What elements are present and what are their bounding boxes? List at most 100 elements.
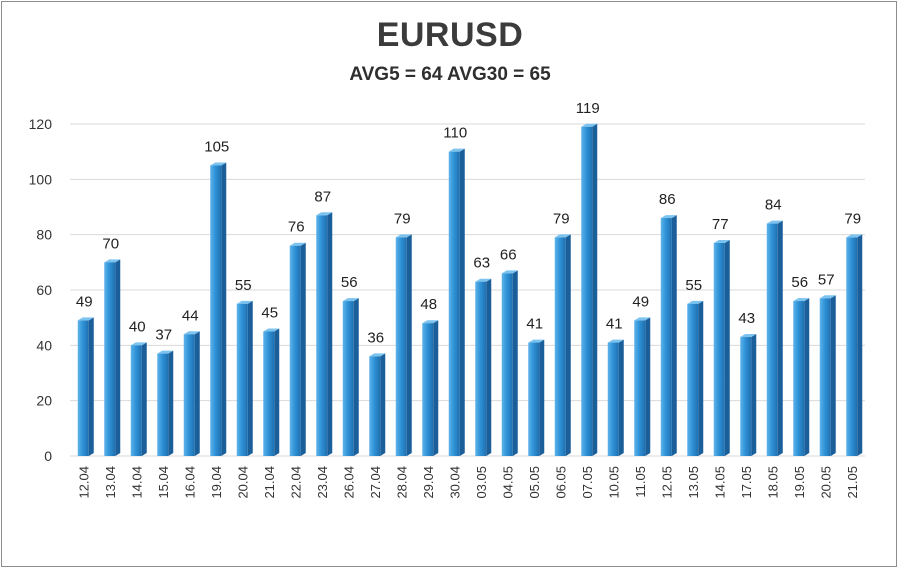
x-tick-label: 28.04 (394, 466, 409, 499)
data-label: 84 (765, 197, 782, 214)
bar (157, 350, 174, 456)
x-tick-label: 11.05 (633, 466, 648, 498)
x-tick-label: 13.05 (686, 466, 701, 499)
data-label: 66 (500, 246, 517, 263)
data-label: 40 (129, 318, 146, 335)
bar (316, 212, 333, 456)
bar (342, 298, 359, 456)
data-label: 86 (659, 191, 676, 208)
x-tick-label: 16.04 (182, 466, 197, 499)
chart-subtitle: AVG5 = 64 AVG30 = 65 (349, 64, 551, 85)
y-tick-label: 20 (36, 393, 52, 409)
data-label: 87 (314, 188, 331, 205)
x-tick-label: 20.05 (818, 466, 833, 499)
x-axis-ticks: 12.04 13.04 14.04 15.04 16.04 19.04 20.04 21.04… (76, 466, 860, 499)
bar (501, 270, 518, 456)
data-label: 49 (76, 293, 93, 310)
x-tick-label: 26.04 (341, 466, 356, 499)
bar (369, 353, 386, 456)
chart-title: EURUSD (376, 16, 524, 54)
data-label: 45 (261, 305, 278, 322)
data-label: 36 (367, 329, 384, 346)
bar (554, 234, 571, 456)
bar (130, 342, 147, 456)
x-tick-label: 12.05 (659, 466, 674, 499)
bar (819, 295, 836, 456)
data-labels: 49 70 40 37 44 105 55 45 76 87 56 36 79 48 110 63 66 41 79… (76, 100, 861, 347)
x-tick-label: 20.04 (235, 466, 250, 499)
x-tick-label: 12.04 (76, 466, 91, 499)
gridlines (70, 123, 865, 457)
y-tick-label: 120 (29, 116, 53, 132)
data-label: 70 (102, 235, 119, 252)
data-label: 79 (844, 210, 861, 227)
bar (104, 259, 121, 456)
bar (607, 339, 624, 456)
data-label: 77 (712, 216, 729, 233)
bar (77, 317, 94, 456)
x-tick-label: 04.05 (500, 466, 515, 499)
data-label: 55 (685, 277, 702, 294)
bar (289, 242, 306, 456)
data-label: 44 (182, 307, 199, 324)
bar (475, 278, 492, 456)
data-label: 48 (420, 296, 437, 313)
bars (77, 123, 863, 457)
bar (183, 331, 200, 456)
x-tick-label: 06.05 (553, 466, 568, 499)
x-tick-label: 10.05 (606, 466, 621, 499)
x-tick-label: 22.04 (288, 466, 303, 499)
data-label: 56 (791, 274, 808, 291)
y-tick-label: 80 (36, 227, 52, 243)
x-tick-label: 17.05 (739, 466, 754, 499)
data-label: 76 (288, 219, 305, 236)
data-label: 105 (204, 139, 229, 156)
x-tick-label: 14.04 (129, 466, 144, 499)
bar (634, 317, 651, 456)
x-tick-label: 21.05 (845, 466, 860, 499)
y-tick-label: 100 (29, 171, 53, 187)
x-tick-label: 07.05 (580, 466, 595, 499)
x-tick-label: 18.05 (765, 466, 780, 499)
data-label: 49 (632, 293, 649, 310)
data-label: 41 (606, 316, 623, 333)
bar (687, 300, 704, 456)
bar (740, 334, 757, 456)
bar (581, 123, 598, 457)
data-label: 41 (526, 316, 543, 333)
x-tick-label: 21.04 (262, 466, 277, 499)
x-tick-label: 13.04 (103, 466, 118, 499)
y-axis-ticks: 0 20 40 60 80 100 120 (29, 116, 53, 464)
data-label: 43 (738, 310, 755, 327)
bar (263, 328, 280, 456)
y-tick-label: 0 (44, 448, 52, 464)
bar (448, 148, 465, 456)
x-tick-label: 19.05 (792, 466, 807, 499)
x-tick-label: 05.05 (527, 466, 542, 499)
x-tick-label: 23.04 (315, 466, 330, 499)
x-tick-label: 15.04 (156, 466, 171, 499)
x-tick-label: 27.04 (368, 466, 383, 499)
bar (660, 215, 677, 456)
bar (766, 220, 783, 456)
x-tick-label: 14.05 (712, 466, 727, 499)
data-label: 79 (553, 210, 570, 227)
data-label: 110 (443, 125, 467, 142)
data-label: 119 (576, 100, 600, 117)
data-label: 55 (235, 277, 252, 294)
bar (236, 300, 253, 456)
bar (846, 234, 863, 456)
data-label: 57 (818, 271, 835, 288)
bar (713, 239, 730, 456)
data-label: 37 (155, 327, 172, 344)
bar (210, 162, 227, 456)
x-tick-label: 30.04 (447, 466, 462, 499)
bar (793, 298, 810, 456)
bar (395, 234, 412, 456)
x-tick-label: 03.05 (474, 466, 489, 499)
data-label: 79 (394, 210, 411, 227)
bar (528, 339, 545, 456)
data-label: 56 (341, 274, 358, 291)
y-tick-label: 40 (36, 337, 52, 353)
